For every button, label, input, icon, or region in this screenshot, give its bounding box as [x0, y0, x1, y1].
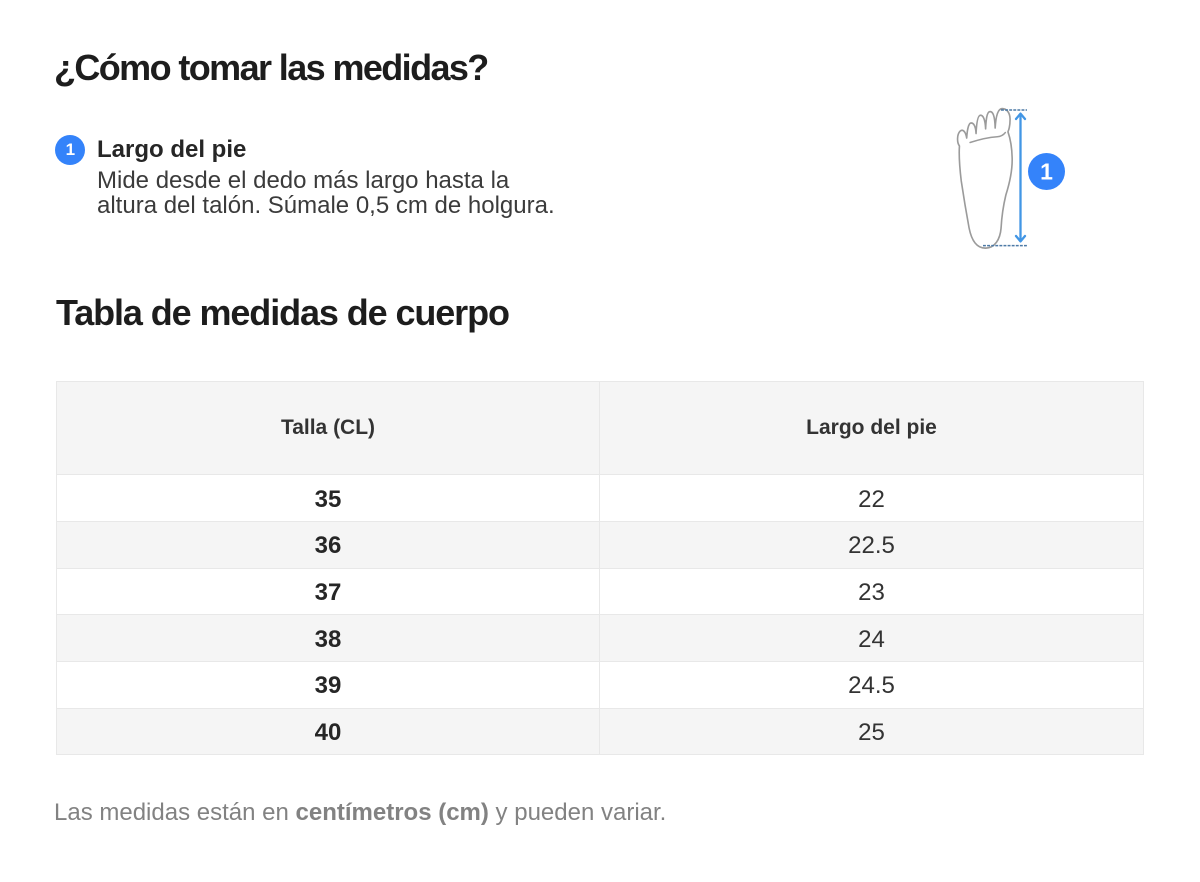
- svg-text:1: 1: [1040, 159, 1053, 185]
